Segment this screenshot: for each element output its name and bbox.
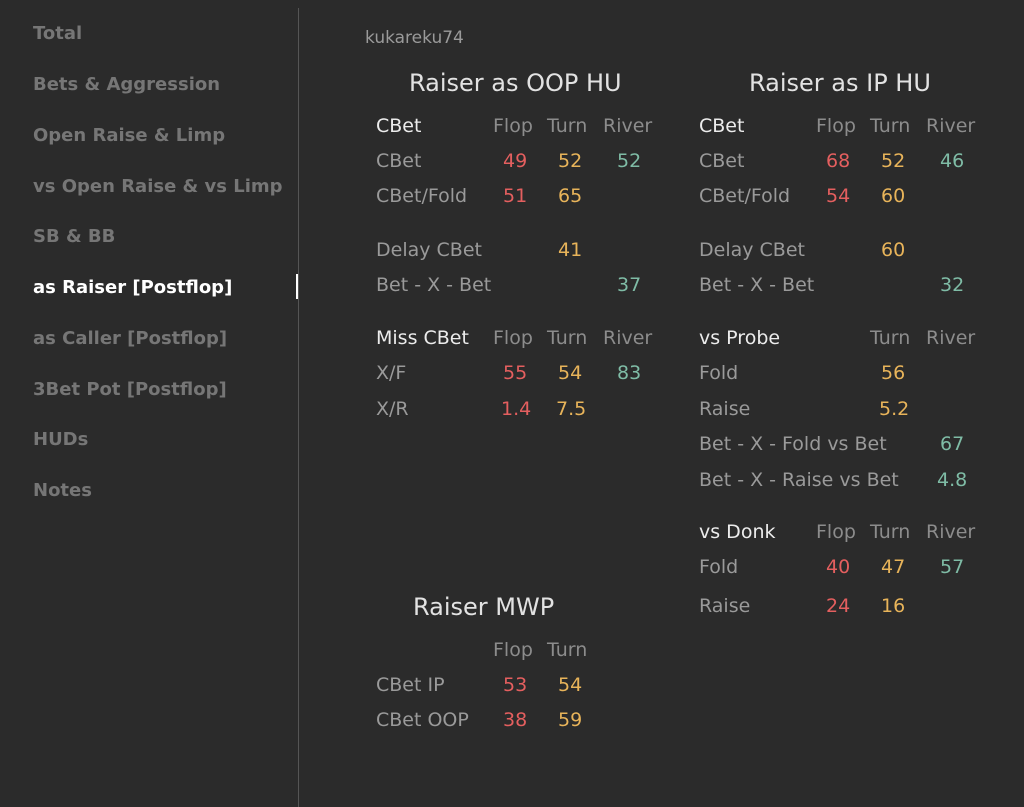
- sidebar: Total Bets & Aggression Open Raise & Lim…: [0, 0, 298, 807]
- ip-donk-header: vs Donk: [699, 521, 776, 543]
- ip-cbet-river[interactable]: 46: [940, 150, 965, 172]
- mwp-cbet-ip-turn[interactable]: 54: [558, 674, 583, 696]
- ip-bet-x-bet-river[interactable]: 32: [940, 274, 965, 296]
- ip-col-flop: Flop: [816, 115, 856, 137]
- oop-cbet-header: CBet: [376, 115, 422, 137]
- ip-bxr-river[interactable]: 4.8: [937, 469, 968, 491]
- ip-donk-fold-turn[interactable]: 47: [881, 556, 906, 578]
- oop-cbet-fold-turn[interactable]: 65: [558, 185, 583, 207]
- ip-cbet-label: CBet: [699, 150, 745, 172]
- ip-cbet-flop[interactable]: 68: [826, 150, 851, 172]
- mwp-cbet-oop-flop[interactable]: 38: [503, 709, 528, 731]
- oop-delay-cbet-turn[interactable]: 41: [558, 239, 583, 261]
- player-name: kukareku74: [365, 28, 464, 48]
- ip-bxf-label: Bet - X - Fold vs Bet: [699, 433, 887, 455]
- ip-probe-col-turn: Turn: [870, 327, 911, 349]
- oop-xr-label: X/R: [376, 398, 409, 420]
- oop-xf-flop[interactable]: 55: [503, 362, 528, 384]
- mwp-title: Raiser MWP: [413, 593, 555, 621]
- sidebar-item-huds[interactable]: HUDs: [33, 429, 89, 450]
- sidebar-item-3bet-pot[interactable]: 3Bet Pot [Postflop]: [33, 379, 227, 400]
- ip-delay-cbet-label: Delay CBet: [699, 239, 805, 261]
- ip-donk-fold-river[interactable]: 57: [940, 556, 965, 578]
- oop-cbet-fold-flop[interactable]: 51: [503, 185, 528, 207]
- ip-donk-raise-flop[interactable]: 24: [826, 595, 851, 617]
- sidebar-divider: [298, 8, 299, 807]
- ip-probe-col-river: River: [926, 327, 976, 349]
- oop-cbet-river[interactable]: 52: [617, 150, 642, 172]
- ip-cbet-fold-flop[interactable]: 54: [826, 185, 851, 207]
- sidebar-item-bets-aggression[interactable]: Bets & Aggression: [33, 74, 221, 95]
- ip-delay-cbet-turn[interactable]: 60: [881, 239, 906, 261]
- oop-title: Raiser as OOP HU: [409, 69, 622, 97]
- mwp-cbet-ip-flop[interactable]: 53: [503, 674, 528, 696]
- oop-cbet-turn[interactable]: 52: [558, 150, 583, 172]
- oop-xf-river[interactable]: 83: [617, 362, 642, 384]
- oop-col-turn: Turn: [547, 115, 588, 137]
- ip-bxf-river[interactable]: 67: [940, 433, 965, 455]
- ip-bet-x-bet-label: Bet - X - Bet: [699, 274, 815, 296]
- oop-bet-x-bet-label: Bet - X - Bet: [376, 274, 492, 296]
- ip-donk-col-flop: Flop: [816, 521, 856, 543]
- sidebar-item-vs-open-raise[interactable]: vs Open Raise & vs Limp: [33, 176, 283, 197]
- oop-miss-col-turn: Turn: [547, 327, 588, 349]
- mwp-col-flop: Flop: [493, 639, 533, 661]
- sidebar-item-notes[interactable]: Notes: [33, 480, 92, 501]
- oop-xf-label: X/F: [376, 362, 407, 384]
- sidebar-item-sb-bb[interactable]: SB & BB: [33, 226, 116, 247]
- ip-probe-fold-label: Fold: [699, 362, 739, 384]
- oop-miss-cbet-header: Miss CBet: [376, 327, 469, 349]
- ip-donk-raise-turn[interactable]: 16: [881, 595, 906, 617]
- oop-cbet-fold-label: CBet/Fold: [376, 185, 468, 207]
- mwp-cbet-ip-label: CBet IP: [376, 674, 445, 696]
- sidebar-item-open-raise-limp[interactable]: Open Raise & Limp: [33, 125, 226, 146]
- ip-title: Raiser as IP HU: [749, 69, 931, 97]
- oop-miss-col-flop: Flop: [493, 327, 533, 349]
- oop-cbet-label: CBet: [376, 150, 422, 172]
- mwp-col-turn: Turn: [547, 639, 588, 661]
- oop-xr-turn[interactable]: 7.5: [556, 398, 587, 420]
- oop-xr-flop[interactable]: 1.4: [501, 398, 532, 420]
- oop-miss-col-river: River: [603, 327, 653, 349]
- ip-bxr-label: Bet - X - Raise vs Bet: [699, 469, 899, 491]
- oop-xf-turn[interactable]: 54: [558, 362, 583, 384]
- ip-donk-raise-label: Raise: [699, 595, 751, 617]
- ip-probe-header: vs Probe: [699, 327, 781, 349]
- sidebar-item-as-raiser[interactable]: as Raiser [Postflop]: [33, 277, 233, 298]
- ip-probe-raise-label: Raise: [699, 398, 751, 420]
- ip-donk-fold-flop[interactable]: 40: [826, 556, 851, 578]
- ip-cbet-turn[interactable]: 52: [881, 150, 906, 172]
- ip-cbet-fold-label: CBet/Fold: [699, 185, 791, 207]
- ip-cbet-fold-turn[interactable]: 60: [881, 185, 906, 207]
- oop-cbet-flop[interactable]: 49: [503, 150, 528, 172]
- ip-cbet-header: CBet: [699, 115, 745, 137]
- ip-donk-fold-label: Fold: [699, 556, 739, 578]
- ip-donk-col-turn: Turn: [870, 521, 911, 543]
- ip-probe-raise-turn[interactable]: 5.2: [879, 398, 910, 420]
- ip-donk-col-river: River: [926, 521, 976, 543]
- sidebar-item-total[interactable]: Total: [33, 23, 83, 44]
- ip-col-turn: Turn: [870, 115, 911, 137]
- active-indicator: [296, 274, 298, 299]
- oop-bet-x-bet-river[interactable]: 37: [617, 274, 642, 296]
- ip-probe-fold-turn[interactable]: 56: [881, 362, 906, 384]
- oop-col-flop: Flop: [493, 115, 533, 137]
- mwp-cbet-oop-label: CBet OOP: [376, 709, 469, 731]
- oop-delay-cbet-label: Delay CBet: [376, 239, 482, 261]
- oop-col-river: River: [603, 115, 653, 137]
- mwp-cbet-oop-turn[interactable]: 59: [558, 709, 583, 731]
- sidebar-item-as-caller[interactable]: as Caller [Postflop]: [33, 328, 228, 349]
- ip-col-river: River: [926, 115, 976, 137]
